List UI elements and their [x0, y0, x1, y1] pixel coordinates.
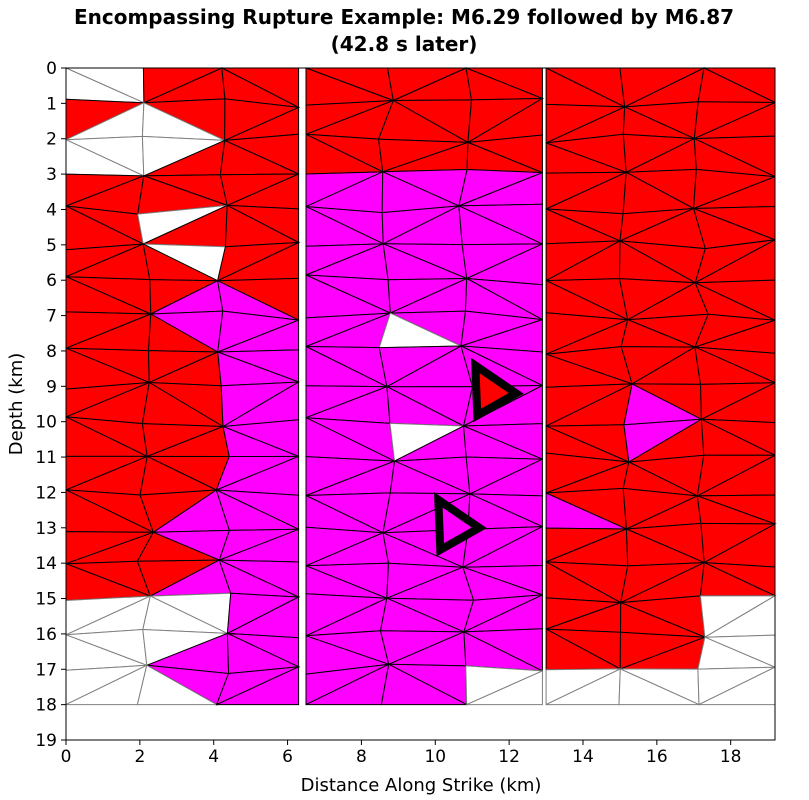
- y-tick-label: 19: [35, 731, 57, 751]
- y-axis-label: Depth (km): [6, 353, 27, 456]
- mesh-element-magenta: [380, 663, 467, 706]
- x-tick-label: 0: [61, 747, 72, 767]
- chart-title-line1: Encompassing Rupture Example: M6.29 foll…: [74, 5, 734, 29]
- y-tick-label: 15: [35, 590, 57, 610]
- y-tick-label: 11: [35, 448, 57, 468]
- hypocenter-marker: [433, 492, 487, 557]
- y-tick-label: 7: [46, 307, 57, 327]
- x-tick-label: 18: [720, 747, 742, 767]
- y-tick-label: 12: [35, 483, 57, 503]
- x-tick-label: 4: [208, 747, 219, 767]
- y-tick-label: 10: [35, 413, 57, 433]
- x-tick-label: 14: [572, 747, 594, 767]
- y-tick-label: 4: [46, 200, 57, 220]
- y-tick-label: 9: [46, 377, 57, 397]
- y-tick-label: 18: [35, 696, 57, 716]
- x-tick-label: 12: [498, 747, 520, 767]
- hypocenter-marker: [470, 357, 524, 423]
- x-tick-label: 8: [356, 747, 367, 767]
- y-tick-label: 2: [46, 130, 57, 150]
- chart-title-line2: (42.8 s later): [331, 32, 478, 56]
- y-tick-label: 16: [35, 625, 57, 645]
- y-tick-label: 0: [46, 59, 57, 79]
- x-tick-label: 6: [282, 747, 293, 767]
- x-axis-ticks: 0 2 4 6 8 10 12 14 16 18: [61, 740, 742, 767]
- x-tick-label: 2: [134, 747, 145, 767]
- mesh-element-white: [618, 668, 700, 706]
- y-tick-label: 8: [46, 342, 57, 362]
- mesh-element-white: [466, 670, 543, 706]
- y-tick-label: 17: [35, 660, 57, 680]
- y-tick-label: 13: [35, 519, 57, 539]
- mesh-element-magenta: [216, 666, 300, 706]
- fault-mesh: [65, 67, 777, 706]
- hypocenter-markers: [433, 357, 524, 557]
- x-axis-label: Distance Along Strike (km): [301, 775, 542, 796]
- x-tick-label: 10: [424, 747, 446, 767]
- y-tick-label: 14: [35, 554, 57, 574]
- x-tick-label: 16: [646, 747, 668, 767]
- y-tick-label: 6: [46, 271, 57, 291]
- y-tick-label: 5: [46, 236, 57, 256]
- mesh-element-white: [136, 664, 219, 706]
- y-tick-label: 3: [46, 165, 57, 185]
- plot-frame: [65, 67, 776, 741]
- y-tick-label: 1: [46, 94, 57, 114]
